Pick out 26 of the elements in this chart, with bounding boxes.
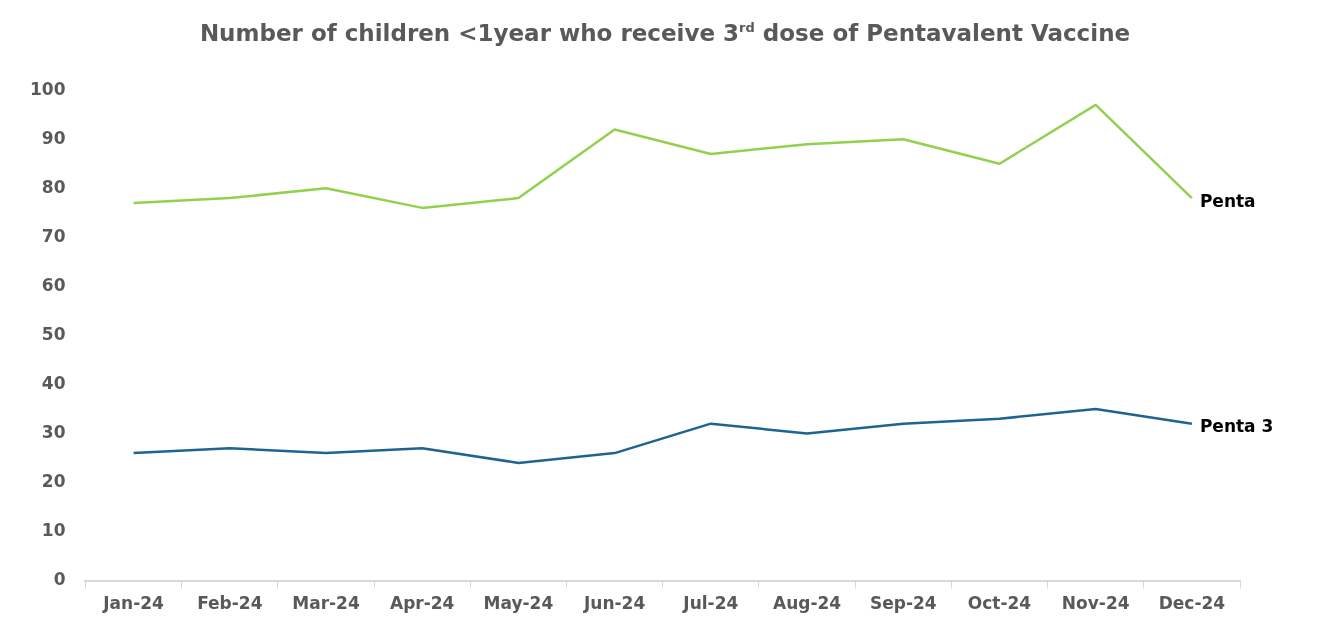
y-tick-label: 50 (41, 323, 66, 344)
x-tick-label: Feb-24 (197, 593, 263, 614)
y-tick-label: 90 (41, 127, 66, 148)
series-label: Penta (1199, 190, 1256, 211)
y-tick-label: 40 (41, 372, 66, 393)
chart-title: Number of children <1year who receive 3$^{rd}$ dose of Pentavalent Vaccine (198, 20, 1132, 46)
series-label: Penta 3 (1199, 416, 1274, 437)
x-tick-label: Jan-24 (102, 593, 165, 614)
y-tick-label: 60 (41, 274, 66, 295)
y-tick-label: 30 (41, 421, 66, 442)
x-tick-label: Apr-24 (390, 593, 455, 614)
x-tick-label: Dec-24 (1158, 593, 1226, 614)
x-tick-label: Jun-24 (583, 593, 646, 614)
x-tick-label: Mar-24 (292, 593, 360, 614)
x-tick-label: Jul-24 (682, 593, 739, 614)
y-tick-label: 0 (53, 569, 66, 590)
y-tick-label: 10 (41, 519, 66, 540)
x-tick-label: May-24 (483, 593, 554, 614)
y-tick-label: 80 (41, 176, 66, 197)
y-tick-label: 100 (29, 78, 66, 99)
y-tick-label: 70 (41, 225, 66, 246)
x-tick-label: Nov-24 (1061, 593, 1130, 614)
y-tick-label: 20 (41, 470, 66, 491)
x-tick-label: Sep-24 (869, 593, 937, 614)
x-tick-label: Oct-24 (967, 593, 1032, 614)
x-tick-label: Aug-24 (772, 593, 842, 614)
